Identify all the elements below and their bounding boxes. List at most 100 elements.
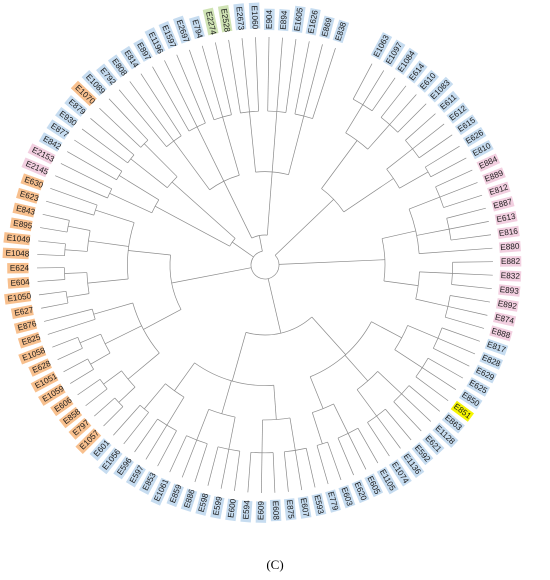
branch-spoke xyxy=(399,171,429,189)
branch-spoke xyxy=(128,250,171,256)
tree-branches xyxy=(37,37,493,493)
branch-spoke xyxy=(196,126,225,182)
branch-spoke xyxy=(171,181,236,239)
branch-spoke xyxy=(247,452,252,493)
branch-spoke xyxy=(316,445,329,485)
tip-highlight xyxy=(382,39,406,68)
branch-arc xyxy=(114,397,124,407)
branch-spoke xyxy=(60,163,112,190)
tip-text: E842 xyxy=(41,134,62,152)
tip-text: E627 xyxy=(14,305,35,318)
tip-label-e1060: E1060 xyxy=(248,2,261,30)
branch-spoke xyxy=(271,111,278,172)
branch-spoke xyxy=(450,295,491,303)
branch-spoke xyxy=(37,254,65,257)
branch-spoke xyxy=(383,280,419,286)
branch-spoke xyxy=(452,261,493,263)
branch-spoke xyxy=(87,278,129,284)
tip-highlight xyxy=(28,358,52,377)
branch-spoke xyxy=(367,422,390,457)
branch-spoke xyxy=(249,111,256,173)
tip-text: E875 xyxy=(285,499,296,519)
branch-spoke xyxy=(220,449,230,489)
branch-spoke xyxy=(435,169,473,188)
branch-spoke xyxy=(276,37,283,112)
tip-highlight xyxy=(484,338,509,356)
branch-spoke xyxy=(418,134,453,159)
tip-highlight xyxy=(458,389,483,410)
tip-text: E1050 xyxy=(7,291,32,303)
tip-text: E880 xyxy=(500,242,520,252)
tip-highlight xyxy=(332,19,350,44)
branch-spoke xyxy=(57,347,83,360)
tip-highlight xyxy=(12,202,36,218)
branch-arc xyxy=(356,371,378,390)
tip-label-e779: E779 xyxy=(325,489,341,513)
tip-highlight xyxy=(411,442,434,466)
branch-spoke xyxy=(294,450,303,491)
branch-spoke xyxy=(401,393,432,422)
branch-spoke xyxy=(144,383,166,410)
branch-arc xyxy=(424,166,432,177)
tip-highlight xyxy=(427,76,454,103)
tip-highlight xyxy=(400,450,425,478)
branch-spoke xyxy=(397,103,427,133)
tip-label-e608: E608 xyxy=(269,499,282,522)
branch-spoke xyxy=(352,63,373,100)
tip-highlight xyxy=(195,492,211,516)
tip-highlight xyxy=(166,483,184,508)
branch-spoke xyxy=(311,412,323,444)
tip-highlight xyxy=(450,400,475,422)
branch-spoke xyxy=(140,73,182,137)
branch-spoke xyxy=(37,279,65,282)
branch-arc xyxy=(116,170,123,181)
tip-highlight xyxy=(38,383,66,406)
branch-spoke xyxy=(41,302,69,309)
tip-label-e630: E630 xyxy=(20,173,45,191)
branch-spoke xyxy=(337,437,354,476)
branch-spoke xyxy=(127,352,160,380)
tip-highlight xyxy=(240,500,253,523)
branch-arc xyxy=(250,451,274,454)
branch-arc xyxy=(65,291,69,304)
tip-highlight xyxy=(225,498,239,522)
tip-label-e874: E874 xyxy=(493,311,517,327)
tip-text: E1048 xyxy=(5,248,30,258)
tip-highlight xyxy=(462,126,487,147)
tip-highlight xyxy=(283,498,297,521)
branch-spoke xyxy=(261,452,263,493)
branch-arc xyxy=(380,117,398,133)
tip-highlight xyxy=(248,2,261,29)
tip-highlight xyxy=(473,364,497,384)
tip-highlight xyxy=(319,15,335,39)
branch-spoke xyxy=(450,234,492,241)
tip-label-e880: E880 xyxy=(498,240,521,253)
branch-spoke xyxy=(63,358,88,373)
tip-label-e889: E889 xyxy=(482,167,506,185)
tip-highlight xyxy=(81,69,108,97)
branch-spoke xyxy=(443,194,483,208)
branch-spoke xyxy=(274,199,334,256)
tip-text: E832 xyxy=(501,271,521,281)
branch-spoke xyxy=(144,143,178,177)
tip-highlight xyxy=(364,473,384,498)
tip-text: E874 xyxy=(494,313,515,326)
branch-spoke xyxy=(425,145,460,168)
branch-spoke xyxy=(371,77,396,112)
tip-highlight xyxy=(30,371,59,393)
branch-spoke xyxy=(255,37,259,112)
branch-spoke xyxy=(376,415,401,449)
branch-spoke xyxy=(321,140,358,189)
branch-arc xyxy=(86,272,90,294)
tip-highlight xyxy=(277,9,290,32)
branch-spoke xyxy=(79,333,101,344)
tip-highlight xyxy=(422,432,445,456)
tip-label-e604: E604 xyxy=(7,276,30,289)
branch-arc xyxy=(352,98,373,112)
branch-spoke xyxy=(231,332,247,382)
branch-spoke xyxy=(90,352,111,365)
branch-arc xyxy=(99,379,108,390)
tip-label-e893: E893 xyxy=(498,284,521,297)
branch-spoke xyxy=(222,116,240,176)
branch-spoke xyxy=(407,325,439,339)
